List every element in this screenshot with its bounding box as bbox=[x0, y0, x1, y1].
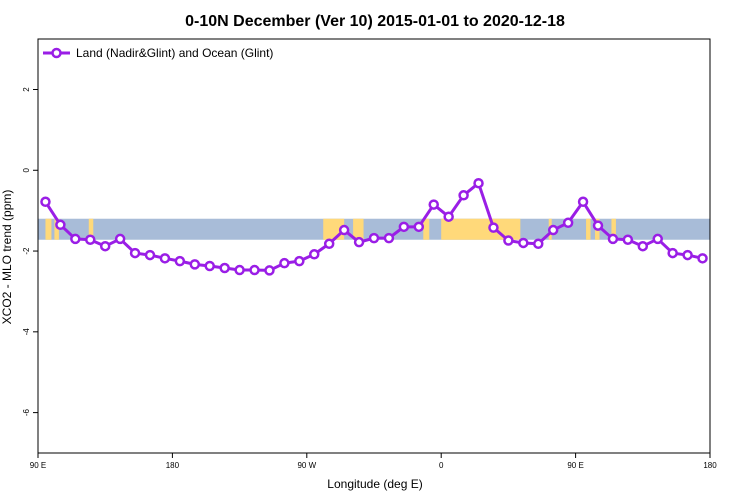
y-axis-label: XCO2 - MLO trend (ppm) bbox=[0, 190, 14, 325]
data-point bbox=[159, 253, 171, 264]
plot-frame bbox=[37, 38, 711, 454]
legend-entry-label: Land (Nadir&Glint) and Ocean (Glint) bbox=[76, 46, 273, 60]
x-tick-label: 90 E bbox=[30, 461, 46, 470]
data-point bbox=[488, 222, 499, 233]
chart-title: 0-10N December (Ver 10) 2015-01-01 to 20… bbox=[185, 13, 565, 30]
x-tick-label: 180 bbox=[703, 461, 717, 470]
data-point bbox=[294, 255, 305, 267]
data-point bbox=[174, 255, 186, 267]
legend: Land (Nadir&Glint) and Ocean (Glint) bbox=[43, 46, 273, 60]
land-segment bbox=[45, 218, 52, 240]
data-point bbox=[55, 219, 66, 231]
data-point bbox=[264, 265, 275, 276]
data-point bbox=[503, 235, 514, 246]
data-point bbox=[667, 247, 678, 259]
data-point bbox=[368, 232, 380, 244]
data-point bbox=[652, 233, 663, 245]
data-point bbox=[547, 224, 559, 236]
data-point bbox=[323, 238, 335, 250]
x-tick-label: 90 E bbox=[567, 461, 583, 470]
data-point bbox=[40, 196, 51, 208]
data-point bbox=[99, 240, 111, 252]
data-point bbox=[562, 217, 574, 229]
x-tick-label: 0 bbox=[439, 461, 444, 470]
legend-marker-swatch bbox=[51, 47, 62, 59]
land-segment bbox=[586, 218, 591, 240]
y-tick-label: -6 bbox=[22, 409, 31, 417]
data-point bbox=[309, 249, 320, 260]
x-axis: 90 E 180 90 W 0 90 E 180 bbox=[30, 453, 717, 470]
data-point bbox=[114, 233, 126, 245]
y-tick-label: 0 bbox=[22, 167, 31, 172]
data-point bbox=[70, 233, 81, 245]
y-tick-label: -2 bbox=[22, 247, 31, 255]
data-point bbox=[129, 247, 141, 259]
x-axis-label: Longitude (deg E) bbox=[327, 477, 422, 491]
data-point bbox=[234, 264, 245, 276]
land-segment bbox=[611, 218, 616, 240]
land-segment bbox=[353, 218, 364, 240]
data-point bbox=[682, 249, 693, 261]
y-tick-label: -4 bbox=[22, 328, 31, 336]
data-point bbox=[473, 177, 484, 189]
data-point bbox=[398, 221, 410, 233]
data-point bbox=[189, 259, 201, 270]
data-point bbox=[697, 253, 708, 264]
data-point bbox=[144, 249, 156, 261]
ocean-band bbox=[38, 218, 710, 240]
data-point bbox=[622, 234, 634, 245]
data-point bbox=[383, 232, 395, 244]
data-point bbox=[338, 224, 350, 236]
data-point bbox=[592, 220, 604, 231]
background-map bbox=[38, 218, 710, 240]
x-tick-label: 180 bbox=[166, 461, 180, 470]
y-tick-label: 2 bbox=[22, 87, 31, 92]
data-point bbox=[518, 237, 529, 249]
data-point bbox=[204, 260, 215, 272]
data-point bbox=[279, 257, 290, 269]
data-point bbox=[458, 190, 469, 201]
data-point bbox=[353, 236, 365, 248]
y-axis: 2 0 -2 -4 -6 bbox=[22, 87, 38, 416]
land-segment bbox=[54, 218, 59, 240]
series-layer bbox=[40, 177, 708, 276]
data-point bbox=[249, 264, 260, 276]
data-point bbox=[443, 211, 454, 222]
data-point bbox=[219, 262, 230, 274]
data-point bbox=[577, 196, 589, 208]
data-point bbox=[413, 221, 425, 233]
land-segment bbox=[423, 218, 430, 240]
data-point bbox=[428, 199, 439, 210]
data-point bbox=[637, 240, 649, 252]
x-tick-label: 90 W bbox=[297, 461, 316, 470]
data-point bbox=[85, 234, 96, 245]
land-segment bbox=[88, 218, 94, 240]
data-point bbox=[533, 238, 544, 250]
data-point bbox=[607, 233, 619, 245]
